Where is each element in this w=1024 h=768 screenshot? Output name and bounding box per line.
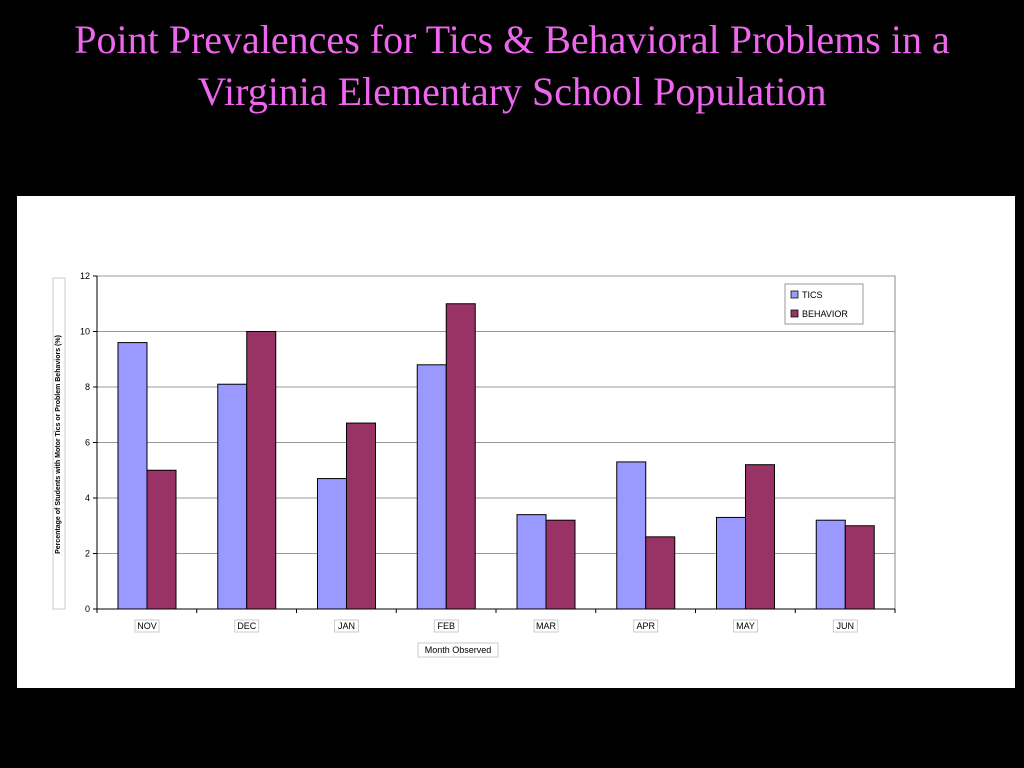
bar-tics-apr [616,461,647,610]
x-tick-label: APR [636,621,655,631]
chart-panel: 0 2 4 6 8 10 12 NOV DEC JAN FEB MAR APR MAY JUN Month O… [17,196,1015,688]
x-axis-title-box [417,642,499,658]
x-tick-label-box [433,619,459,633]
x-tick-label: FEB [437,621,455,631]
x-tick-label-box [633,619,659,633]
bar-behavior-nov [146,469,177,610]
bar-tics-may [716,516,746,610]
legend-label-tics: TICS [802,290,823,300]
bar-tics-nov [117,342,148,610]
x-tick-label-box [733,619,758,633]
bar-behavior-mar [545,519,576,610]
x-tick-label: MAY [736,621,755,631]
x-tick-label-box [334,619,359,633]
bar-behavior-may [745,464,775,610]
slide-title: Point Prevalences for Tics & Behavioral … [0,14,1024,118]
bar-behavior-jan [346,422,376,610]
y-axis-title: Percentage of Students with Motor Tics o… [55,335,62,554]
x-tick-label-box [832,619,858,633]
slide-title-line-2: Virginia Elementary School Population [197,69,827,114]
y-tick-label: 2 [85,549,90,559]
y-tick-label: 0 [85,604,90,614]
y-axis-title-box [52,277,66,610]
slide-title-line-1: Point Prevalences for Tics & Behavioral … [74,17,950,62]
y-tick-label: 4 [85,493,90,503]
x-tick-label: DEC [237,621,257,631]
x-tick-label: JUN [837,621,855,631]
bar-tics-dec [217,383,248,610]
bar-behavior-apr [645,536,676,610]
x-tick-label: NOV [137,621,157,631]
y-tick-label: 10 [80,327,90,337]
x-tick-label-box [533,619,559,633]
bar-tics-mar [516,514,547,610]
x-tick-label: MAR [536,621,557,631]
y-tick-label: 6 [85,438,90,448]
bar-chart: 0 2 4 6 8 10 12 NOV DEC JAN FEB MAR APR MAY JUN Month O… [52,271,896,658]
legend-swatch-behavior [790,309,799,318]
bar-tics-jun [815,519,846,610]
y-tick-label: 8 [85,382,90,392]
legend-swatch-tics [790,290,799,299]
bar-behavior-jun [844,525,875,610]
bar-behavior-dec [246,331,277,610]
bar-behavior-feb [445,303,476,610]
legend-label-behavior: BEHAVIOR [802,309,848,319]
x-tick-label: JAN [338,621,355,631]
x-tick-label-box [134,619,160,633]
x-tick-label-box [234,619,260,633]
bar-tics-feb [416,364,447,610]
y-tick-label: 12 [80,271,90,281]
bar-tics-jan [317,478,347,610]
x-axis-title: Month Observed [425,645,492,655]
